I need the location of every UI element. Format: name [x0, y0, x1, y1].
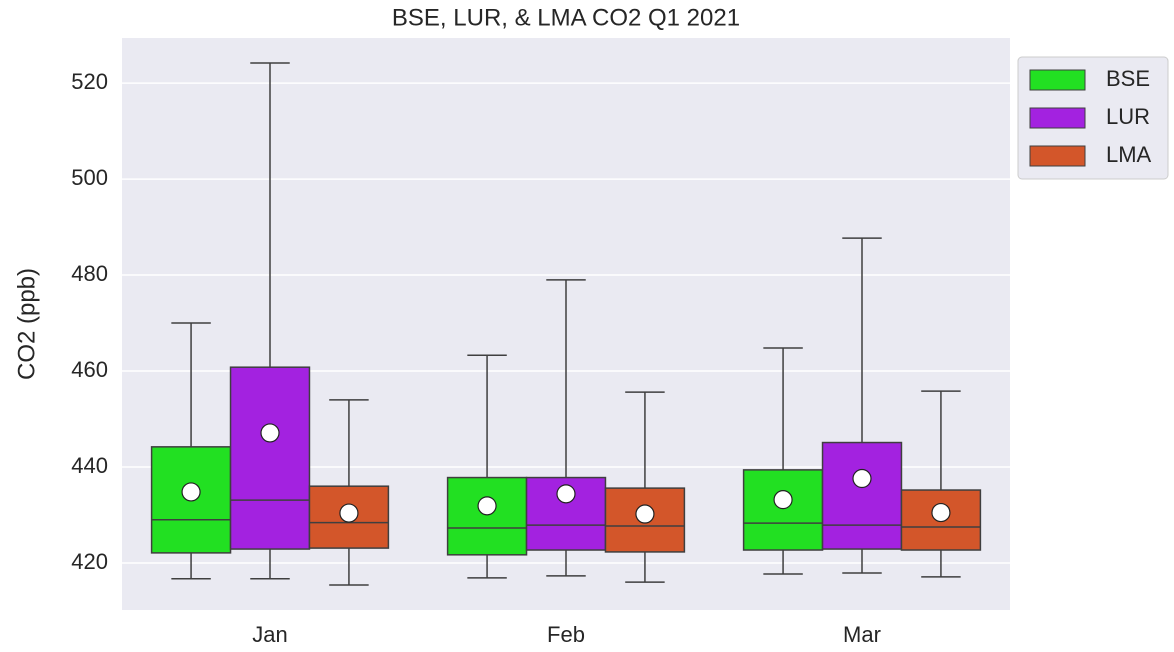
legend-swatch: [1029, 107, 1086, 129]
legend-label: LMA: [1106, 142, 1152, 167]
mean-marker: [339, 503, 359, 523]
mean-marker: [931, 502, 951, 523]
legend-swatch: [1029, 145, 1086, 167]
legend-swatch: [1029, 69, 1086, 91]
mean-marker: [260, 423, 280, 443]
mean-marker: [556, 484, 576, 504]
mean-marker: [773, 490, 793, 510]
chart-title: BSE, LUR, & LMA CO2 Q1 2021: [392, 4, 740, 31]
y-tick-label: 500: [71, 165, 108, 190]
y-axis-label: CO2 (ppb): [13, 268, 40, 380]
legend-label: BSE: [1106, 66, 1150, 91]
box: [446, 476, 528, 556]
mean-marker: [477, 496, 497, 516]
mean-marker: [635, 504, 655, 524]
y-tick-label: 440: [71, 453, 108, 478]
x-tick-label: Jan: [252, 622, 287, 647]
y-tick-label: 520: [71, 69, 108, 94]
y-tick-label: 420: [71, 549, 108, 574]
mean-marker: [181, 482, 201, 502]
y-tick-label: 460: [71, 357, 108, 382]
mean-marker: [852, 468, 872, 489]
y-tick-label: 480: [71, 261, 108, 286]
x-tick-label: Mar: [843, 622, 881, 647]
box: [229, 366, 311, 550]
legend-label: LUR: [1106, 104, 1150, 129]
box: [742, 469, 824, 551]
x-tick-label: Feb: [547, 622, 585, 647]
box: [821, 441, 903, 550]
